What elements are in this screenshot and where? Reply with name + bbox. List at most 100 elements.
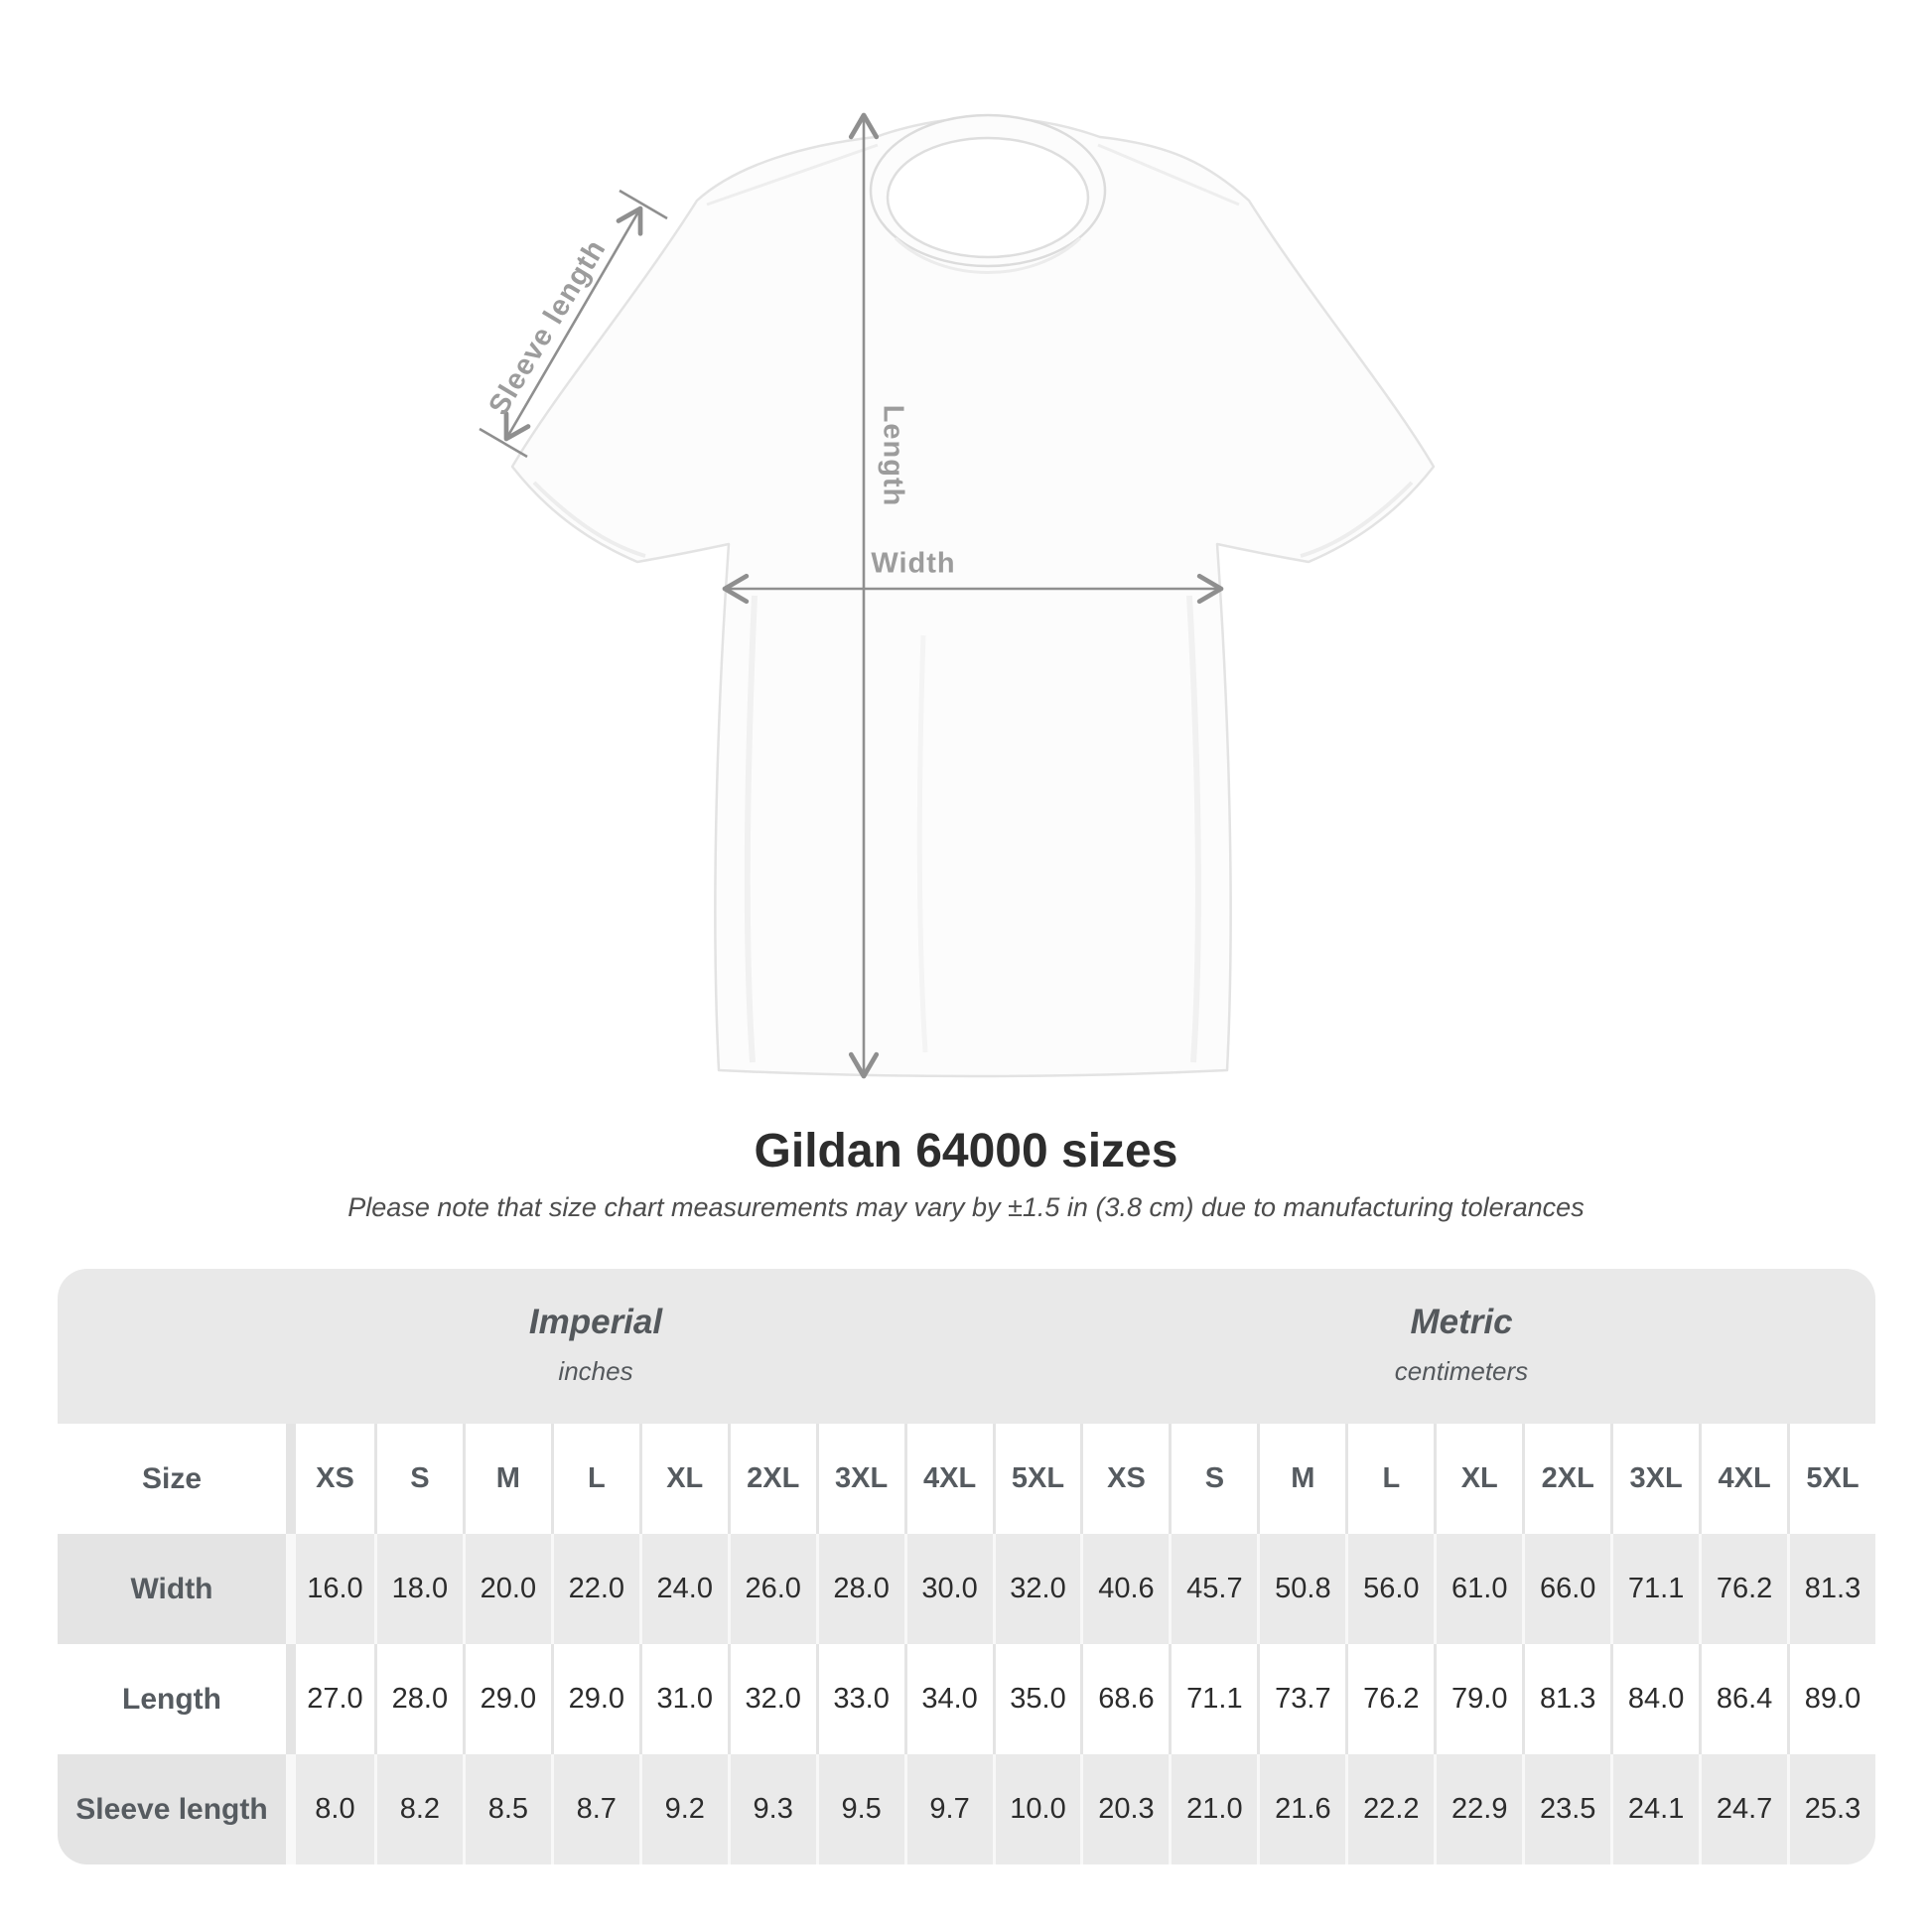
dimension-lines — [479, 112, 1224, 1079]
width-value-cell: 81.3 — [1787, 1534, 1875, 1644]
width-value-cell: 18.0 — [373, 1534, 463, 1644]
table-row-width: Width 16.0 18.0 20.0 22.0 24.0 26.0 28.0 30.0 32… — [58, 1534, 1875, 1644]
sleeve-value-cell: 20.3 — [1080, 1754, 1170, 1864]
length-value-cell: 71.1 — [1169, 1644, 1258, 1754]
width-value-cell: 50.8 — [1257, 1534, 1346, 1644]
length-value-cell: 68.6 — [1080, 1644, 1170, 1754]
size-column-header: 2XL — [1522, 1424, 1611, 1534]
length-value-cell: 34.0 — [903, 1644, 993, 1754]
size-column-header: M — [1257, 1424, 1346, 1534]
row-label-width: Width — [58, 1534, 286, 1644]
size-column-header: L — [1345, 1424, 1435, 1534]
width-value-cell: 16.0 — [286, 1534, 374, 1644]
page-title: Gildan 64000 sizes — [754, 1125, 1178, 1177]
size-column-header: XL — [638, 1424, 728, 1534]
sleeve-value-cell: 8.5 — [462, 1754, 551, 1864]
metric-heading: Metric — [1410, 1303, 1513, 1341]
row-label-length: Length — [58, 1644, 286, 1754]
length-value-cell: 27.0 — [286, 1644, 374, 1754]
size-column-header: 2XL — [727, 1424, 816, 1534]
length-value-cell: 86.4 — [1699, 1644, 1788, 1754]
sleeve-value-cell: 22.2 — [1345, 1754, 1435, 1864]
unit-group-imperial: Imperial inches — [397, 1269, 794, 1424]
size-column-header: 5XL — [992, 1424, 1081, 1534]
size-column-header: 3XL — [1610, 1424, 1700, 1534]
sleeve-endcap-bottom — [479, 427, 528, 459]
sleeve-value-cell: 22.9 — [1434, 1754, 1523, 1864]
size-column-header: XS — [1080, 1424, 1170, 1534]
width-value-cell: 26.0 — [727, 1534, 816, 1644]
sleeve-value-cell: 21.0 — [1169, 1754, 1258, 1864]
size-column-header: M — [462, 1424, 551, 1534]
sleeve-value-cell: 9.2 — [638, 1754, 728, 1864]
length-value-cell: 31.0 — [638, 1644, 728, 1754]
table-header-row: Size XS S M L XL 2XL 3XL 4XL 5XL XS S M L XL 2XL 3XL 4XL… — [58, 1424, 1875, 1534]
sleeve-value-cell: 9.5 — [815, 1754, 904, 1864]
sleeve-value-cell: 8.2 — [373, 1754, 463, 1864]
sleeve-endcap-top — [619, 189, 668, 220]
unit-band: Imperial inches Metric centimeters — [58, 1269, 1875, 1424]
length-value-cell: 32.0 — [727, 1644, 816, 1754]
length-value-cell: 73.7 — [1257, 1644, 1346, 1754]
sleeve-dimension-line — [503, 206, 643, 442]
unit-group-metric: Metric centimeters — [1263, 1269, 1660, 1424]
length-value-cell: 84.0 — [1610, 1644, 1700, 1754]
row-label-sleeve-length: Sleeve length — [58, 1754, 286, 1864]
size-column-header: L — [550, 1424, 639, 1534]
width-value-cell: 30.0 — [903, 1534, 993, 1644]
length-value-cell: 35.0 — [992, 1644, 1081, 1754]
sleeve-value-cell: 8.7 — [550, 1754, 639, 1864]
tolerance-note: Please note that size chart measurements… — [347, 1192, 1585, 1222]
size-column-header: XL — [1434, 1424, 1523, 1534]
sleeve-value-cell: 9.7 — [903, 1754, 993, 1864]
length-value-cell: 76.2 — [1345, 1644, 1435, 1754]
width-label: Width — [871, 547, 956, 580]
length-value-cell: 79.0 — [1434, 1644, 1523, 1754]
size-table: Imperial inches Metric centimeters Size … — [58, 1269, 1875, 1864]
length-value-cell: 29.0 — [550, 1644, 639, 1754]
length-value-cell: 29.0 — [462, 1644, 551, 1754]
width-value-cell: 71.1 — [1610, 1534, 1700, 1644]
width-value-cell: 32.0 — [992, 1534, 1081, 1644]
width-value-cell: 56.0 — [1345, 1534, 1435, 1644]
imperial-heading: Imperial — [528, 1303, 663, 1341]
width-value-cell: 45.7 — [1169, 1534, 1258, 1644]
length-value-cell: 89.0 — [1787, 1644, 1875, 1754]
length-value-cell: 28.0 — [373, 1644, 463, 1754]
metric-unit: centimeters — [1394, 1356, 1529, 1386]
width-value-cell: 20.0 — [462, 1534, 551, 1644]
width-value-cell: 40.6 — [1080, 1534, 1170, 1644]
length-value-cell: 81.3 — [1522, 1644, 1611, 1754]
width-value-cell: 61.0 — [1434, 1534, 1523, 1644]
table-row-sleeve-length: Sleeve length 8.0 8.2 8.5 8.7 9.2 9.3 9.5 9.7 10… — [58, 1754, 1875, 1864]
width-value-cell: 66.0 — [1522, 1534, 1611, 1644]
width-value-cell: 22.0 — [550, 1534, 639, 1644]
sleeve-value-cell: 23.5 — [1522, 1754, 1611, 1864]
width-value-cell: 76.2 — [1699, 1534, 1788, 1644]
sleeve-value-cell: 24.1 — [1610, 1754, 1700, 1864]
size-column-header: S — [1169, 1424, 1258, 1534]
sleeve-value-cell: 10.0 — [992, 1754, 1081, 1864]
size-column-header: 3XL — [815, 1424, 904, 1534]
sleeve-value-cell: 9.3 — [727, 1754, 816, 1864]
sleeve-value-cell: 21.6 — [1257, 1754, 1346, 1864]
size-column-header: 5XL — [1787, 1424, 1875, 1534]
sleeve-value-cell: 25.3 — [1787, 1754, 1875, 1864]
tshirt-diagram: Sleeve length Length Width — [479, 112, 1436, 1079]
table-row-length: Length 27.0 28.0 29.0 29.0 31.0 32.0 33.0 34.0 3… — [58, 1644, 1875, 1754]
width-value-cell: 24.0 — [638, 1534, 728, 1644]
sleeve-value-cell: 24.7 — [1699, 1754, 1788, 1864]
size-column-header: 4XL — [903, 1424, 993, 1534]
length-label: Length — [877, 404, 909, 507]
size-header-label: Size — [58, 1424, 286, 1534]
size-column-header: 4XL — [1699, 1424, 1788, 1534]
width-value-cell: 28.0 — [815, 1534, 904, 1644]
imperial-unit: inches — [558, 1356, 633, 1386]
tshirt-shape — [510, 113, 1436, 1078]
tshirt-illustration — [479, 112, 1436, 1079]
size-column-header: S — [373, 1424, 463, 1534]
length-value-cell: 33.0 — [815, 1644, 904, 1754]
size-column-header: XS — [286, 1424, 374, 1534]
sleeve-value-cell: 8.0 — [286, 1754, 374, 1864]
